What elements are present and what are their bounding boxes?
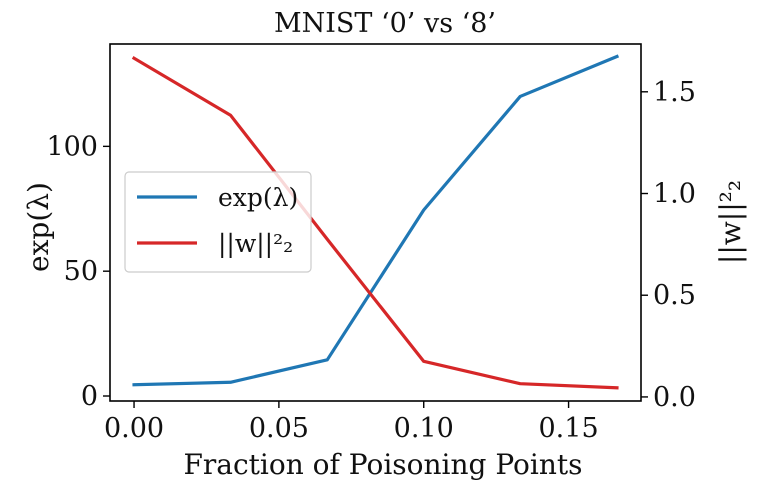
chart-title: MNIST ‘0’ vs ‘8’ [274, 8, 496, 39]
x-axis-label: Fraction of Poisoning Points [183, 448, 582, 481]
y-right-tick-label: 1.0 [653, 179, 696, 210]
y-left-tick-label: 100 [46, 131, 98, 162]
y-left-tick-label: 50 [64, 256, 98, 287]
series-line-1 [131, 56, 619, 390]
legend-label-w-norm: ||w||²₂ [218, 229, 293, 259]
x-tick-label: 0.00 [104, 413, 164, 444]
y-right-tick-label: 1.5 [653, 77, 696, 108]
plot-frame [109, 43, 642, 402]
legend-label-exp-lambda: exp(λ) [218, 183, 298, 212]
y-left-axis-label: exp(λ) [22, 182, 55, 272]
legend: exp(λ) ||w||²₂ [124, 171, 312, 273]
x-tick-label: 0.15 [539, 413, 599, 444]
series-layer [131, 54, 620, 390]
x-tick-label: 0.10 [394, 413, 454, 444]
x-tick-label: 0.05 [249, 413, 309, 444]
x-axis-ticks: 0.00 0.05 0.10 0.15 [104, 401, 599, 444]
y-right-axis-label: ||w||²₂ [714, 180, 747, 264]
y-left-axis-ticks: 0 50 100 [46, 131, 110, 412]
y-right-axis-ticks: 0.0 0.5 1.0 1.5 [641, 77, 696, 413]
y-left-tick-label: 0 [81, 381, 98, 412]
y-right-tick-label: 0.5 [653, 280, 696, 311]
y-right-tick-label: 0.0 [653, 382, 696, 413]
series-line-0 [132, 54, 620, 387]
